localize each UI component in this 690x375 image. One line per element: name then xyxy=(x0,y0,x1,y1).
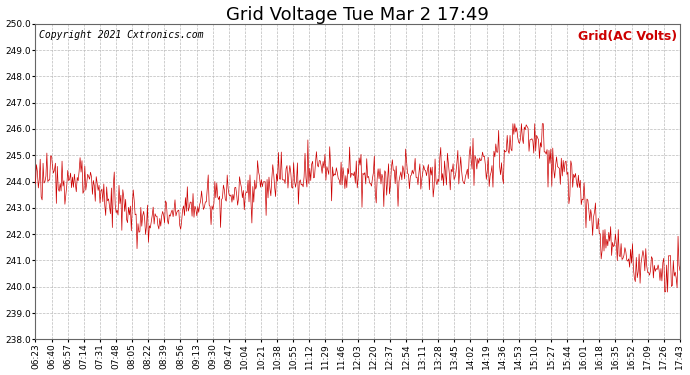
Title: Grid Voltage Tue Mar 2 17:49: Grid Voltage Tue Mar 2 17:49 xyxy=(226,6,489,24)
Text: Copyright 2021 Cxtronics.com: Copyright 2021 Cxtronics.com xyxy=(39,30,203,40)
Text: Grid(AC Volts): Grid(AC Volts) xyxy=(578,30,677,43)
